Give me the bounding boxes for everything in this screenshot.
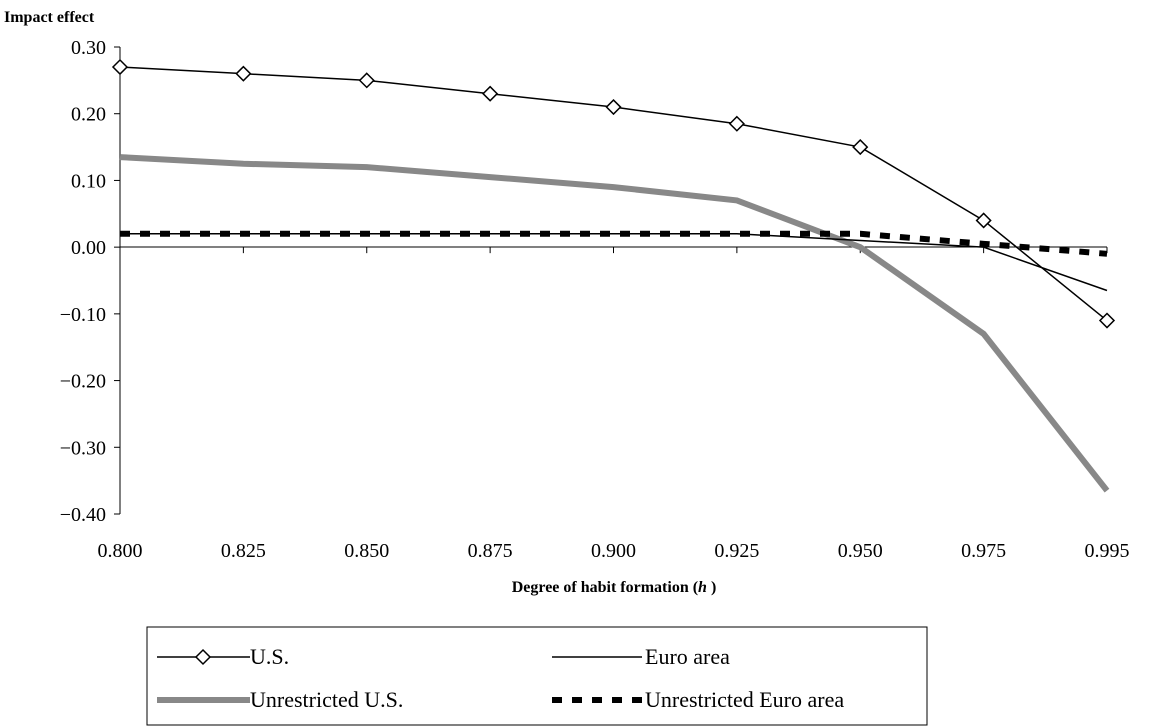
- y-tick-label: −0.40: [60, 504, 106, 526]
- y-tick-label: −0.10: [60, 304, 106, 326]
- x-tick-label: 0.950: [838, 540, 883, 562]
- x-axis-title-main: Degree of habit formation (: [512, 579, 698, 596]
- x-tick-label: 0.995: [1085, 540, 1130, 562]
- x-tick-label: 0.825: [221, 540, 266, 562]
- us-data-point: [852, 139, 869, 156]
- x-axis-title-end: ): [707, 579, 716, 596]
- legend-label-us: U.S.: [250, 644, 289, 669]
- plot-area: 0.30 0.20 0.10 0.00 −0.10 −0.20 −0.30 −0.40 0.8…: [60, 37, 1130, 562]
- y-tick-label: −0.20: [60, 371, 106, 393]
- legend-item-unrestricted-us: Unrestricted U.S.: [157, 687, 403, 712]
- legend-box: [146, 626, 928, 726]
- y-tick-label: −0.30: [60, 437, 106, 459]
- y-tick-label: 0.30: [71, 37, 106, 59]
- legend-label-unrestricted-us: Unrestricted U.S.: [250, 687, 403, 712]
- legend-item-us: U.S.: [157, 644, 289, 669]
- series-line-unrestricted-u-s: [119, 154, 1110, 493]
- us-data-point: [235, 65, 252, 82]
- us-data-point: [1098, 312, 1116, 329]
- us-data-point: [358, 72, 375, 89]
- legend-diamond-marker: [194, 648, 212, 666]
- y-tick-label: 0.00: [71, 237, 106, 259]
- series-layer: [111, 58, 1116, 493]
- x-axis-title: Degree of habit formation (h ): [512, 579, 717, 596]
- x-axis-title-variable: h: [698, 579, 707, 596]
- legend: U.S. Euro area Unrestricted U.S. Unrestr…: [146, 626, 928, 726]
- x-tick-label: 0.975: [961, 540, 1006, 562]
- y-axis-title: Impact effect: [4, 9, 95, 26]
- us-data-point: [728, 115, 745, 132]
- x-tick-label: 0.925: [714, 540, 759, 562]
- legend-label-unrestricted-euro-area: Unrestricted Euro area: [645, 687, 844, 712]
- legend-label-euro-area: Euro area: [645, 644, 730, 669]
- x-tick-label: 0.800: [98, 540, 143, 562]
- x-tick-label: 0.900: [591, 540, 636, 562]
- us-data-point: [975, 212, 992, 229]
- x-tick-label: 0.875: [468, 540, 513, 562]
- y-tick-label: 0.20: [71, 104, 106, 126]
- legend-item-euro-area: Euro area: [552, 644, 730, 669]
- x-ticks: 0.800 0.825 0.850 0.875 0.900 0.925 0.950 0.975…: [98, 247, 1130, 562]
- series-line-euro-area: [120, 233, 1108, 292]
- us-data-point: [605, 98, 622, 116]
- us-data-point: [111, 58, 129, 76]
- us-data-point: [482, 85, 499, 102]
- y-ticks: 0.30 0.20 0.10 0.00 −0.10 −0.20 −0.30 −0.40: [60, 37, 120, 526]
- x-tick-label: 0.850: [344, 540, 389, 562]
- legend-item-unrestricted-euro-area: Unrestricted Euro area: [552, 687, 844, 712]
- y-tick-label: 0.10: [71, 170, 106, 192]
